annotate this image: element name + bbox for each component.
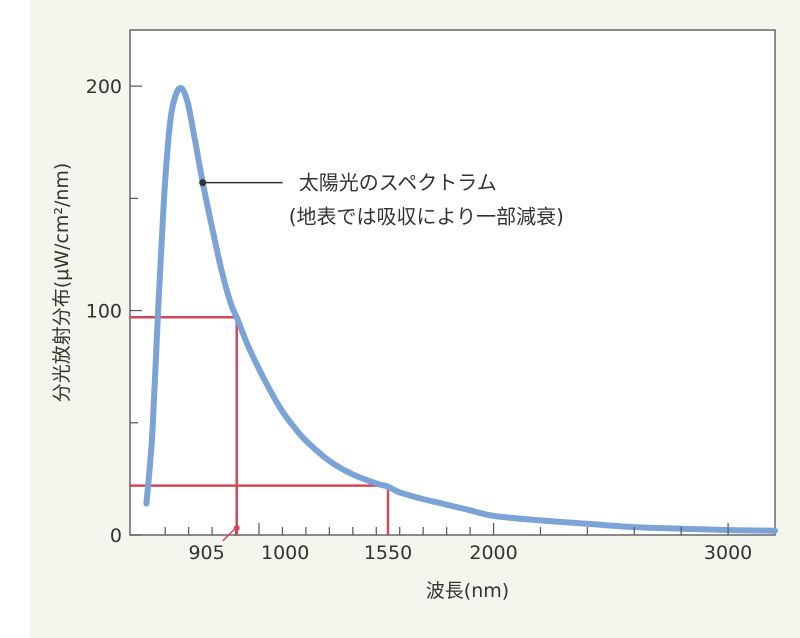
x-tick-905-connector bbox=[222, 528, 236, 542]
x-axis-ticks: 905 1000 1550 2000 3000 bbox=[164, 523, 752, 564]
x-tick-905-marker bbox=[233, 525, 240, 531]
series-line-solar-spectrum bbox=[143, 85, 778, 534]
x-tick-label: 2000 bbox=[469, 542, 517, 564]
x-tick-label: 1000 bbox=[261, 542, 309, 564]
y-axis-ticks: 0 100 200 bbox=[86, 76, 142, 547]
annotation: 太陽光のスペクトラム (地表では吸収により一部減衰) bbox=[199, 171, 564, 229]
annotation-point-marker bbox=[199, 179, 207, 187]
x-tick-label: 905 bbox=[188, 542, 224, 564]
y-axis-title: 分光放射分布(μW/cm²/nm) bbox=[51, 163, 73, 403]
x-tick-label: 1550 bbox=[364, 542, 412, 564]
annotation-text-line-2: (地表では吸収により一部減衰) bbox=[289, 205, 564, 229]
y-tick-label: 200 bbox=[86, 76, 122, 98]
annotation-text-line-1: 太陽光のスペクトラム bbox=[299, 171, 497, 195]
y-tick-label: 100 bbox=[86, 301, 122, 323]
x-tick-label: 3000 bbox=[704, 542, 752, 564]
y-tick-label: 0 bbox=[110, 525, 122, 547]
x-axis-title: 波長(nm) bbox=[426, 580, 509, 602]
